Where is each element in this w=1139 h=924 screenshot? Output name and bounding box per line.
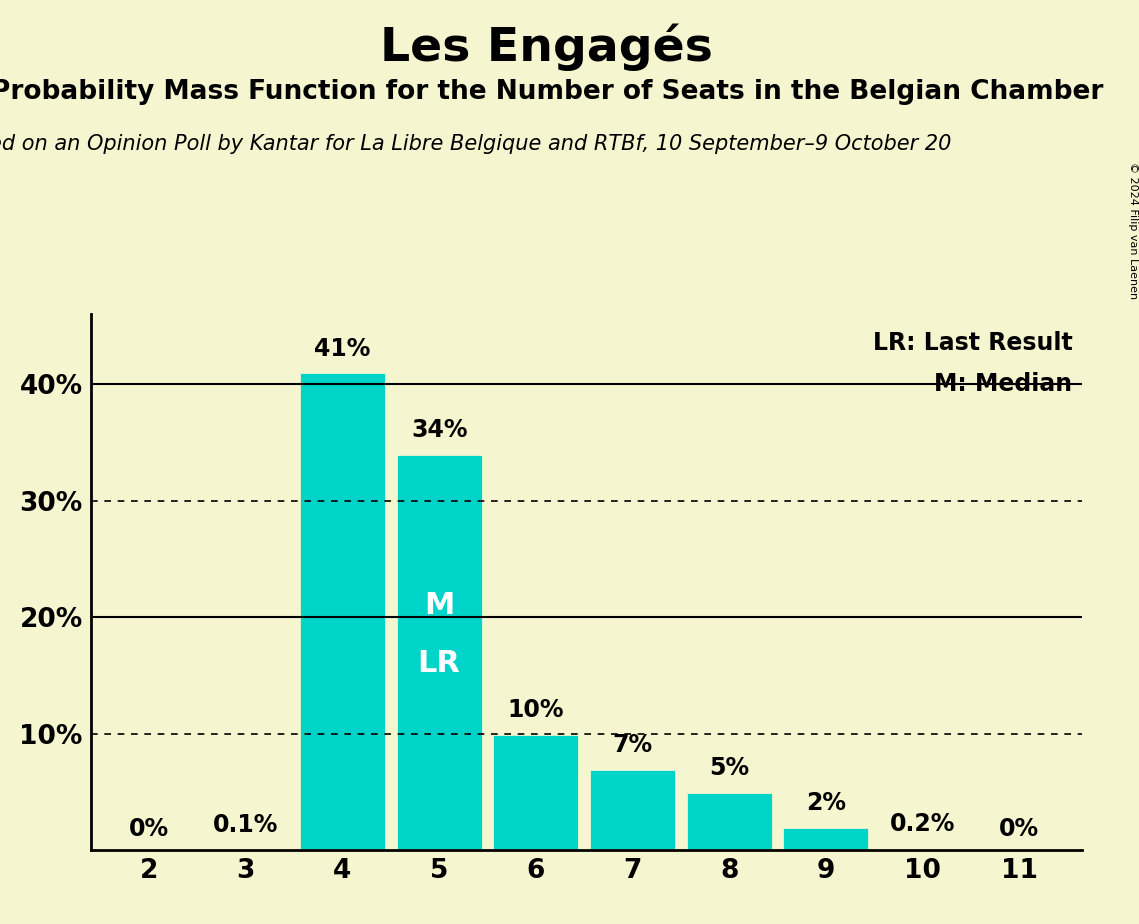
Text: 0.1%: 0.1% <box>213 813 279 837</box>
Text: © 2024 Filip van Laenen: © 2024 Filip van Laenen <box>1129 163 1138 299</box>
Text: Les Engagés: Les Engagés <box>380 23 713 70</box>
Bar <box>782 827 869 850</box>
Text: Probability Mass Function for the Number of Seats in the Belgian Chamber: Probability Mass Function for the Number… <box>0 79 1103 104</box>
Text: M: M <box>424 591 454 620</box>
Bar <box>203 849 289 850</box>
Bar <box>395 454 483 850</box>
Text: 0%: 0% <box>999 817 1039 841</box>
Text: 7%: 7% <box>613 733 653 757</box>
Text: M: Median: M: Median <box>934 372 1073 396</box>
Text: 0%: 0% <box>129 817 170 841</box>
Bar <box>492 734 580 850</box>
Text: 41%: 41% <box>314 336 370 360</box>
Text: 34%: 34% <box>411 419 467 443</box>
Text: 10%: 10% <box>508 698 564 722</box>
Text: 5%: 5% <box>710 756 749 780</box>
Bar <box>589 769 677 850</box>
Text: 2%: 2% <box>806 791 846 815</box>
Bar <box>879 847 966 850</box>
Text: LR: Last Result: LR: Last Result <box>872 332 1073 356</box>
Text: 0.2%: 0.2% <box>890 812 956 836</box>
Text: LR: LR <box>418 650 460 678</box>
Text: ed on an Opinion Poll by Kantar for La Libre Belgique and RTBf, 10 September–9 O: ed on an Opinion Poll by Kantar for La L… <box>0 134 951 154</box>
Bar <box>298 372 386 850</box>
Bar <box>686 792 772 850</box>
